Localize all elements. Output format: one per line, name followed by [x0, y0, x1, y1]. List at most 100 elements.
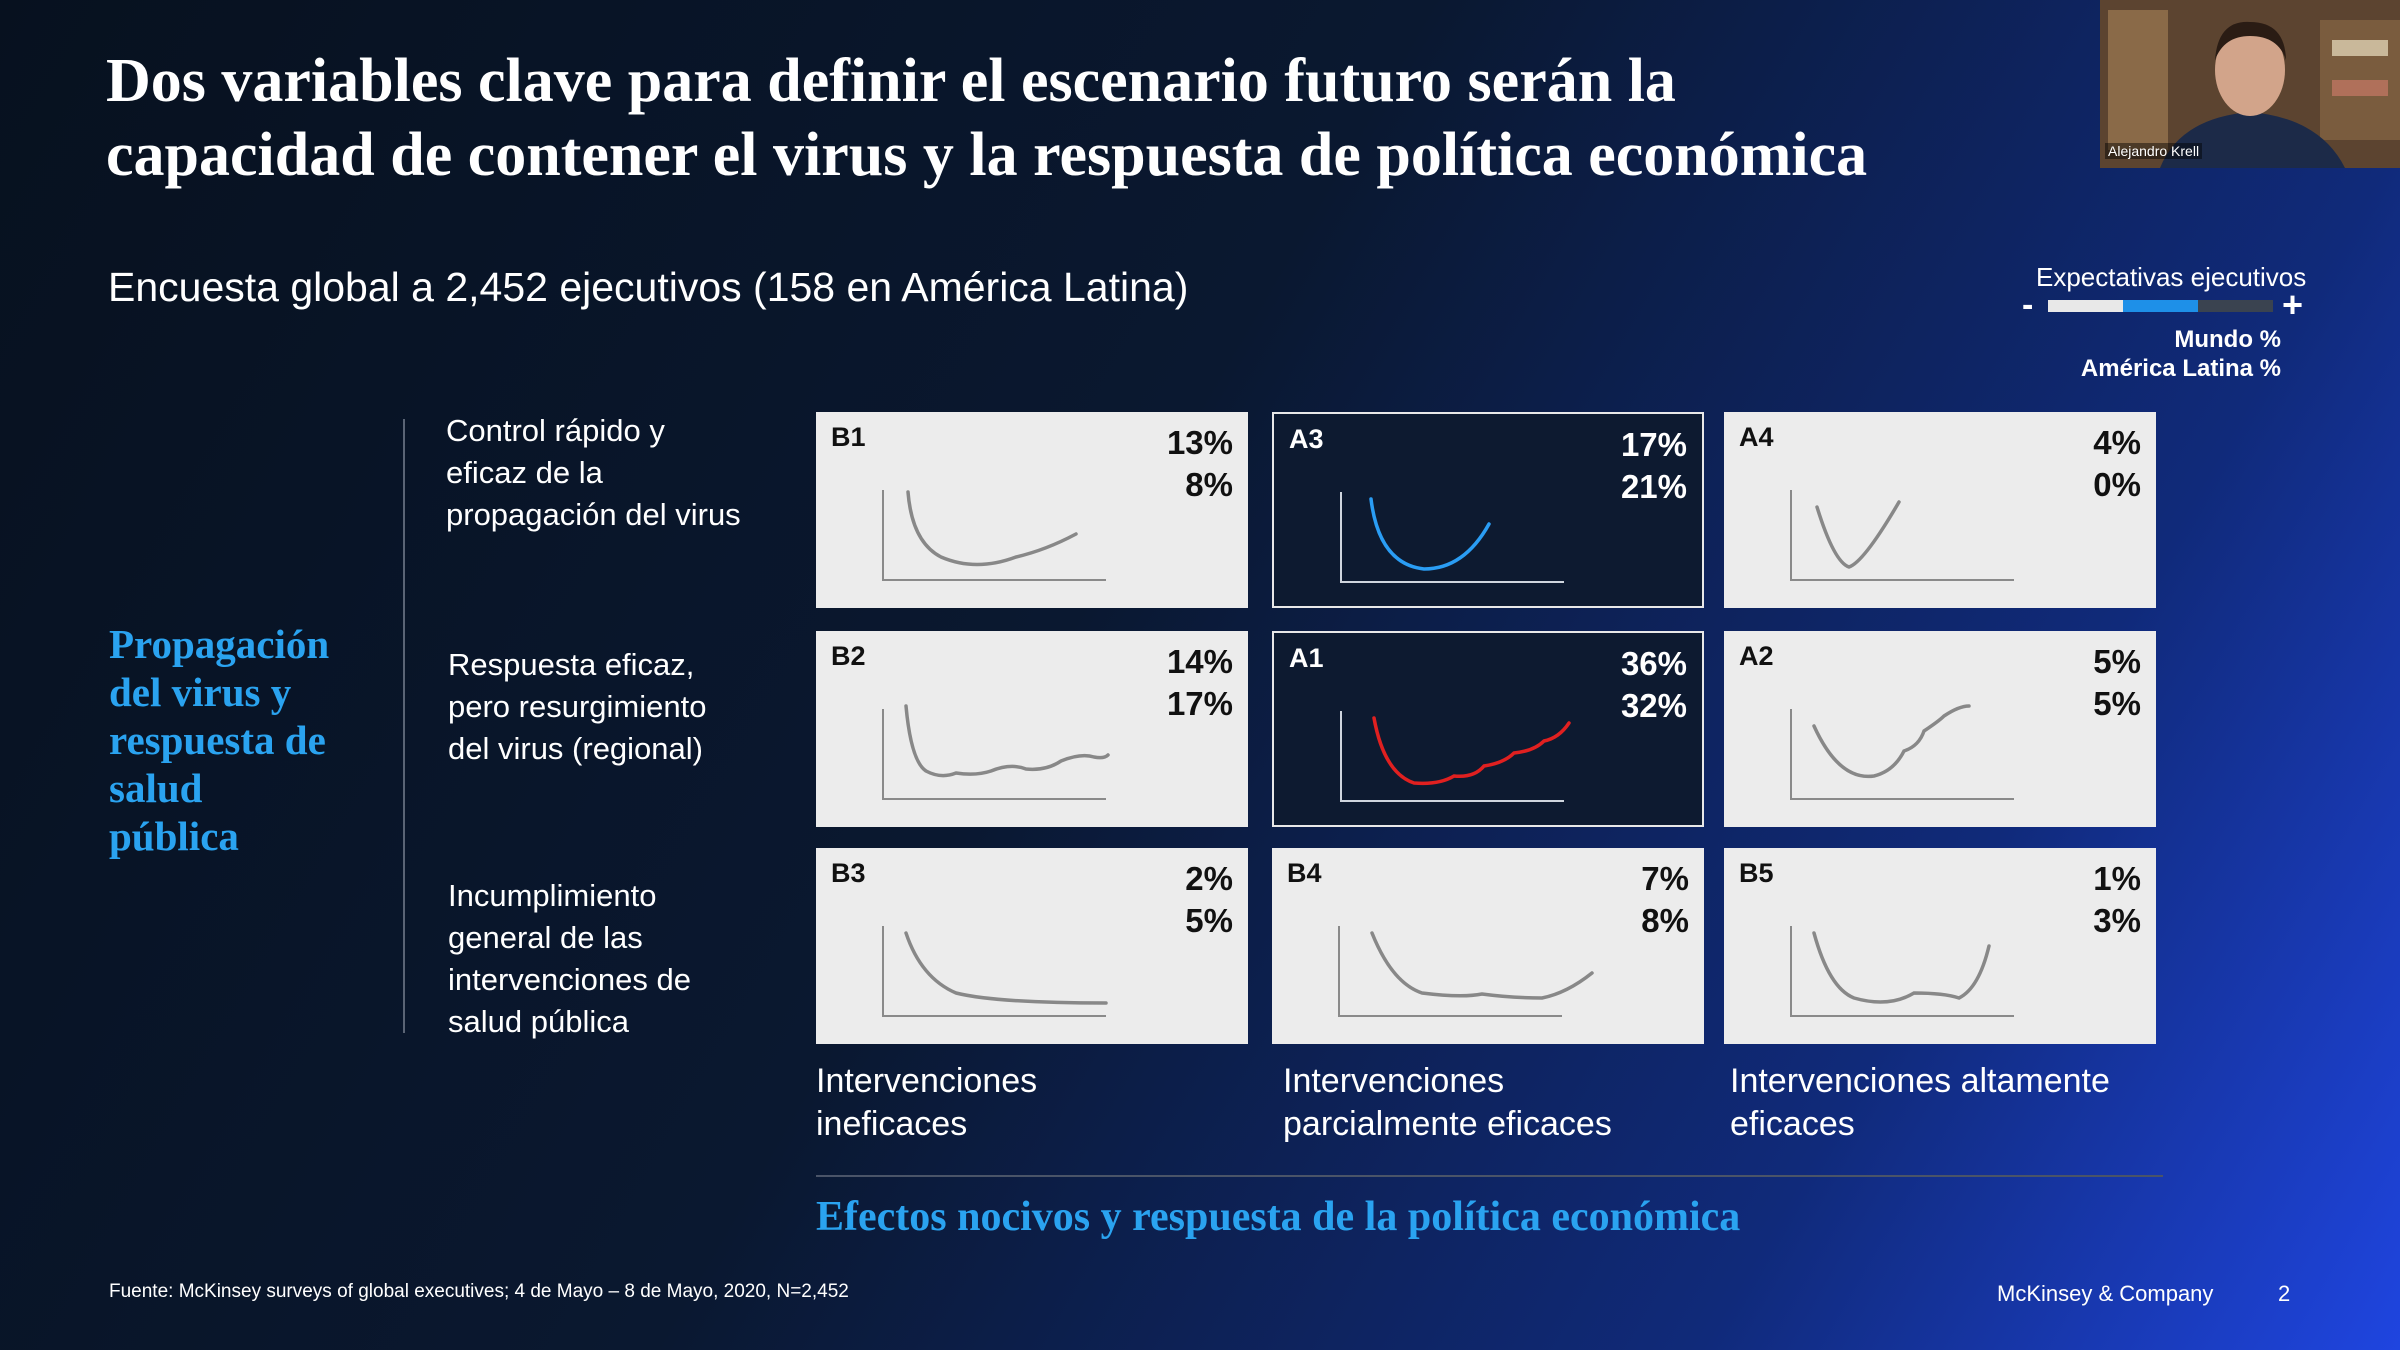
- row-label-line: eficaz de la: [446, 455, 603, 490]
- row-label-line: del virus (regional): [448, 731, 703, 766]
- curve-icon: [882, 490, 1106, 581]
- curve-axis: [1338, 926, 1562, 1017]
- curve: [1815, 500, 1901, 569]
- cell-mundo: 7%: [1641, 860, 1689, 897]
- column-label: Intervenciones altamente eficaces: [1730, 1060, 2110, 1146]
- curve-axis: [1790, 490, 2014, 581]
- y-title: Propagación del virus y respuesta de salud p…: [109, 620, 329, 860]
- curve: [904, 704, 1110, 778]
- column-label-line: eficaces: [1730, 1105, 1855, 1143]
- curve-icon: [1790, 704, 2014, 800]
- legend-title: Expectativas ejecutivos: [2036, 262, 2307, 292]
- row-label: Control rápido y eficaz de la propagación …: [446, 410, 741, 536]
- y-title-line: respuesta de: [109, 717, 326, 763]
- cell-mundo: 17%: [1620, 426, 1687, 463]
- scenario-cell: A4 4% 0%: [1724, 412, 2156, 608]
- scenario-cell: A2 5% 5%: [1724, 631, 2156, 827]
- cell-latam: 3%: [2093, 902, 2141, 939]
- row-label-line: Incumplimiento: [448, 878, 657, 913]
- y-title-line: del virus y: [109, 669, 292, 715]
- curve: [1370, 931, 1594, 1000]
- row-label-line: Respuesta eficaz,: [448, 647, 695, 682]
- cell-mundo: 36%: [1620, 645, 1687, 682]
- scenario-cell: B2 14% 17%: [816, 631, 1248, 827]
- scenario-cell: B4 7% 8%: [1272, 848, 1704, 1044]
- y-title-line: pública: [109, 813, 239, 859]
- legend-plus: +: [2282, 284, 2304, 325]
- curve-axis: [882, 709, 1106, 800]
- webcam-image: [2100, 0, 2400, 168]
- legend-minus: -: [2022, 286, 2034, 324]
- scenario-cell: B1 13% 8%: [816, 412, 1248, 608]
- cell-latam: 32%: [1620, 687, 1687, 724]
- slide-title: Dos variables clave para definir el esce…: [106, 47, 1676, 115]
- y-title-line: salud: [109, 765, 203, 811]
- row-label-line: Control rápido y: [446, 413, 665, 448]
- row-label: Incumplimiento general de las intervencion…: [448, 875, 691, 1043]
- legend-bar: [2048, 300, 2273, 312]
- cell-mundo: 13%: [1166, 424, 1233, 461]
- curve-axis: [882, 926, 1106, 1017]
- cell-mundo: 14%: [1166, 643, 1233, 680]
- row-label-line: intervenciones de: [448, 962, 691, 997]
- curve-icon: [882, 926, 1108, 1017]
- cell-latam: 8%: [1641, 902, 1689, 939]
- curve-axis: [1340, 711, 1564, 802]
- cell-latam: 0%: [2093, 466, 2141, 503]
- cell-mundo: 5%: [2093, 643, 2141, 680]
- slide-title: capacidad de contener el virus y la resp…: [106, 121, 1868, 189]
- column-label-line: Intervenciones: [816, 1062, 1038, 1100]
- cell-latam: 17%: [1166, 685, 1233, 722]
- curve-icon: [1338, 926, 1594, 1017]
- legend-swatch: [2198, 300, 2273, 312]
- column-label: Intervenciones ineficaces: [816, 1060, 1037, 1146]
- source: Fuente: McKinsey surveys of global execu…: [109, 1281, 849, 1302]
- curve-icon: [1340, 711, 1571, 802]
- page-number: 2: [2278, 1281, 2291, 1306]
- scenario-cell: B3 2% 5%: [816, 848, 1248, 1044]
- y-title-line: Propagación: [109, 621, 330, 667]
- column-label-line: Intervenciones altamente: [1730, 1062, 2110, 1100]
- row-label-line: pero resurgimiento: [448, 689, 707, 724]
- cell-mundo: 1%: [2093, 860, 2141, 897]
- cell-code: B4: [1287, 858, 1322, 888]
- cell-latam: 5%: [2093, 685, 2141, 722]
- column-label-line: ineficaces: [816, 1105, 968, 1143]
- x-title: Efectos nocivos y respuesta de la políti…: [816, 1194, 1741, 1240]
- cell-latam: 5%: [1185, 902, 1233, 939]
- cell-code: A3: [1289, 424, 1324, 454]
- curve: [904, 931, 1108, 1005]
- cell-code: A4: [1739, 422, 1774, 452]
- cell-code: A2: [1739, 641, 1774, 671]
- curve: [1812, 704, 1971, 779]
- scenario-cell: A3 17% 21%: [1272, 412, 1704, 608]
- separator: [816, 1175, 2163, 1177]
- curve-icon: [1790, 926, 2014, 1017]
- row-label: Respuesta eficaz, pero resurgimiento del v…: [448, 644, 706, 770]
- cell-code: B3: [831, 858, 866, 888]
- legend-swatch: [2048, 300, 2123, 312]
- scenario-cell: B5 1% 3%: [1724, 848, 2156, 1044]
- divider: [403, 419, 405, 1033]
- curve-axis: [1790, 926, 2014, 1017]
- legend-label: Mundo %: [2174, 326, 2281, 353]
- curve-axis: [882, 490, 1106, 581]
- row-label-line: propagación del virus: [446, 497, 741, 532]
- row-label-line: general de las: [448, 920, 643, 955]
- cell-mundo: 2%: [1185, 860, 1233, 897]
- legend-swatch: [2123, 300, 2198, 312]
- scenario-cell: A1 36% 32%: [1272, 631, 1704, 827]
- cell-code: B5: [1739, 858, 1774, 888]
- curve: [1369, 497, 1491, 571]
- webcam: Alejandro Krell: [2100, 0, 2400, 168]
- curve-icon: [1340, 492, 1564, 583]
- cell-code: B1: [831, 422, 866, 452]
- column-label: Intervenciones parcialmente eficaces: [1283, 1060, 1612, 1146]
- column-label-line: Intervenciones: [1283, 1062, 1505, 1100]
- column-label-line: parcialmente eficaces: [1283, 1105, 1612, 1143]
- cell-latam: 8%: [1185, 466, 1233, 503]
- curve-icon: [1790, 490, 2014, 581]
- cell-mundo: 4%: [2093, 424, 2141, 461]
- curve-axis: [1340, 492, 1564, 583]
